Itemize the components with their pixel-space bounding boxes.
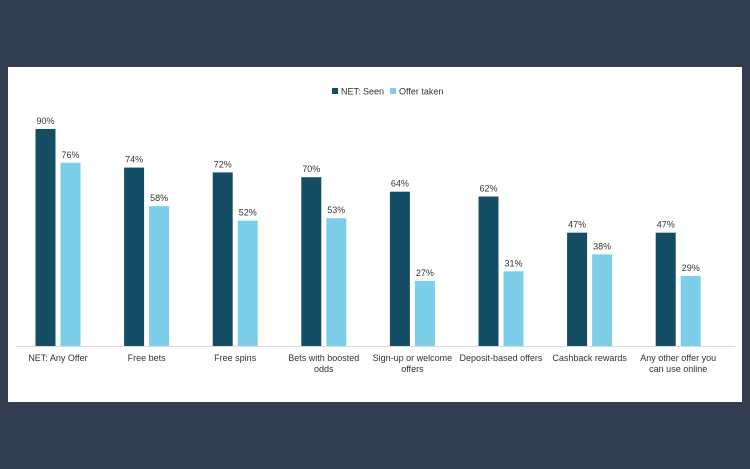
category-label-line-3-0: Bets with boosted: [288, 353, 359, 363]
value-labels: 90% 76% 74% 58% 72% 52% 70% 53% 64% 27% 62% 31% 47% 3…: [36, 116, 699, 278]
category-labels: NET: Any Offer Free bets Free spins Bets wi…: [28, 353, 716, 374]
value-label-1-7: 29%: [682, 263, 700, 273]
value-label-1-2: 52%: [239, 208, 257, 218]
category-label-6: Cashback rewards: [552, 353, 627, 363]
bar-1-2: [237, 220, 258, 346]
legend: NET: Seen Offer taken: [332, 87, 443, 97]
bar-1-7: [680, 276, 701, 346]
bar-1-4: [414, 280, 435, 346]
category-label-line-3-1: odds: [314, 364, 334, 374]
bars: [35, 129, 701, 346]
category-label-line-1-0: Free bets: [128, 353, 167, 363]
bar-0-3: [301, 177, 322, 346]
value-label-0-0: 90%: [36, 116, 54, 126]
bar-0-4: [389, 191, 410, 346]
value-label-0-6: 47%: [568, 220, 586, 230]
category-label-3: Bets with boosted odds: [288, 353, 359, 374]
category-label-4: Sign-up or welcome offers: [373, 353, 453, 374]
legend-swatch-1: [390, 88, 396, 94]
bar-0-7: [655, 232, 676, 346]
value-label-0-2: 72%: [214, 159, 232, 169]
value-label-1-4: 27%: [416, 268, 434, 278]
chart-card: NET: Seen Offer taken 90% 76% 74% 58% 72% 52% 7…: [8, 67, 742, 402]
bar-0-1: [124, 167, 145, 346]
category-label-2: Free spins: [214, 353, 257, 363]
value-label-0-1: 74%: [125, 155, 143, 165]
category-label-5: Deposit-based offers: [460, 353, 543, 363]
category-label-line-5-0: Deposit-based offers: [460, 353, 543, 363]
category-label-line-2-0: Free spins: [214, 353, 257, 363]
value-label-1-6: 38%: [593, 241, 611, 251]
bar-0-2: [212, 172, 233, 346]
bar-1-0: [60, 162, 81, 346]
value-label-1-5: 31%: [504, 258, 522, 268]
bar-0-5: [478, 196, 499, 346]
value-label-1-0: 76%: [61, 150, 79, 160]
legend-label-1: Offer taken: [399, 87, 443, 97]
category-label-7: Any other offer you can use online: [640, 353, 716, 374]
category-label-line-4-1: offers: [401, 364, 424, 374]
category-label-0: NET: Any Offer: [28, 353, 87, 363]
value-label-0-4: 64%: [391, 179, 409, 189]
bar-0-6: [567, 232, 588, 346]
category-label-line-6-0: Cashback rewards: [552, 353, 627, 363]
bar-chart: NET: Seen Offer taken 90% 76% 74% 58% 72% 52% 7…: [16, 87, 735, 374]
category-label-line-7-0: Any other offer you: [640, 353, 716, 363]
bar-1-5: [503, 271, 524, 346]
value-label-0-3: 70%: [302, 164, 320, 174]
category-label-1: Free bets: [128, 353, 167, 363]
category-label-line-7-1: can use online: [649, 364, 707, 374]
category-label-line-0-0: NET: Any Offer: [28, 353, 87, 363]
category-label-line-4-0: Sign-up or welcome: [373, 353, 453, 363]
bar-1-6: [592, 254, 613, 346]
legend-label-0: NET: Seen: [341, 87, 384, 97]
value-label-0-7: 47%: [657, 220, 675, 230]
value-label-0-5: 62%: [479, 184, 497, 194]
value-label-1-1: 58%: [150, 193, 168, 203]
bar-1-1: [149, 206, 170, 346]
legend-swatch-0: [332, 88, 338, 94]
bar-0-0: [35, 129, 56, 346]
value-label-1-3: 53%: [327, 205, 345, 215]
bar-1-3: [326, 218, 347, 346]
